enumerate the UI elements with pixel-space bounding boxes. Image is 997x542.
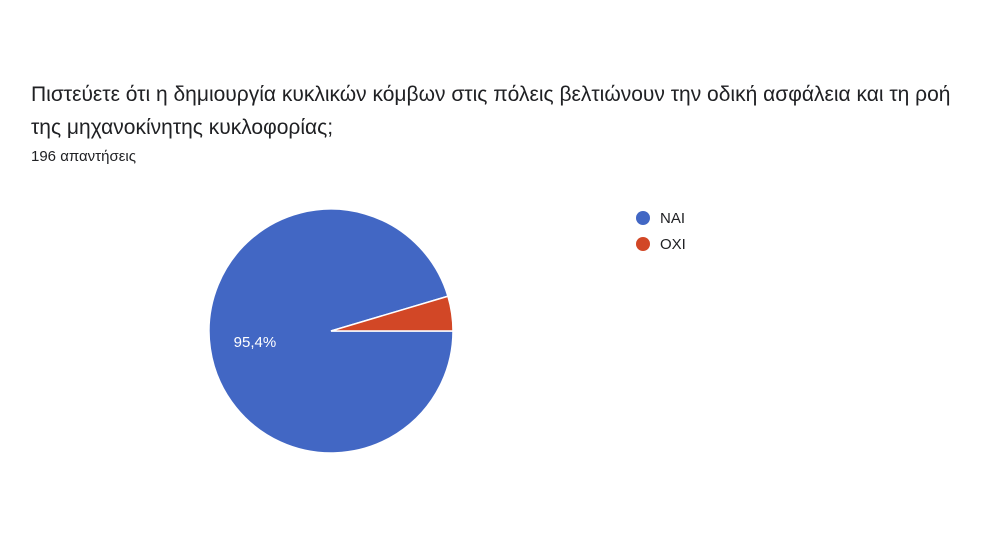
- legend-swatch-icon: [636, 237, 650, 251]
- legend-swatch-icon: [636, 211, 650, 225]
- pie-data-label: 95,4%: [234, 334, 277, 351]
- question-title: Πιστεύετε ότι η δημιουργία κυκλικών κόμβ…: [31, 83, 951, 139]
- legend-item-nai[interactable]: ΝΑΙ: [636, 205, 686, 231]
- legend-item-oxi[interactable]: ΟΧΙ: [636, 231, 686, 257]
- legend-label: ΟΧΙ: [660, 235, 686, 253]
- response-count: 196 απαντήσεις: [31, 148, 136, 165]
- legend-label: ΝΑΙ: [660, 209, 686, 227]
- chart-legend: ΝΑΙ ΟΧΙ: [636, 205, 686, 257]
- pie-slice-oxi[interactable]: [330, 295, 454, 332]
